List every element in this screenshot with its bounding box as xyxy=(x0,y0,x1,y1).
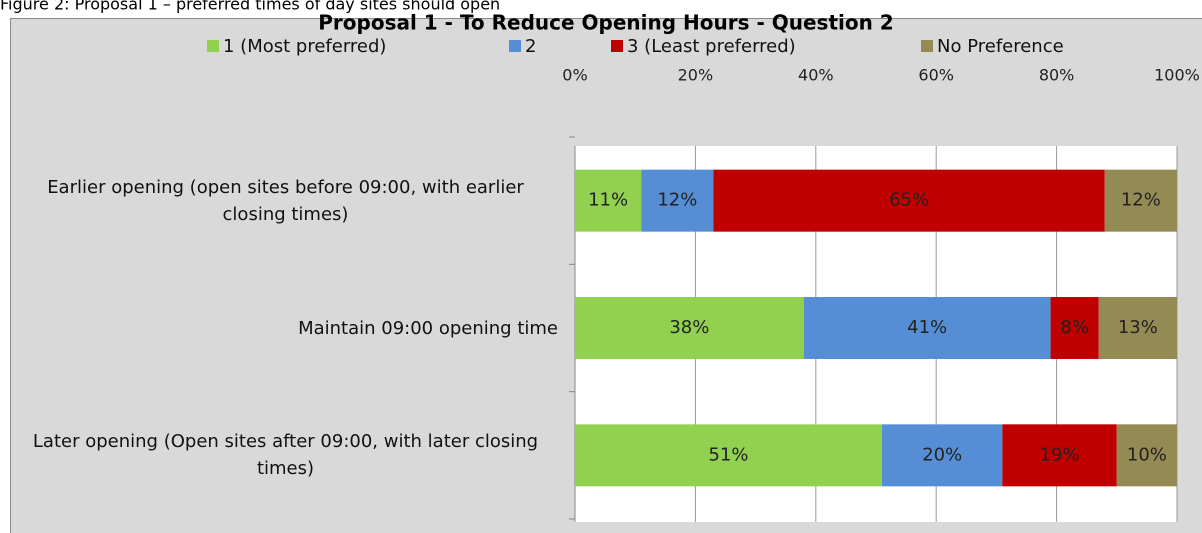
legend-swatch xyxy=(611,40,623,52)
data-label: 65% xyxy=(889,190,929,211)
x-tick-label: 80% xyxy=(1039,66,1075,85)
bar-segment xyxy=(1116,424,1177,487)
legend-label: 3 (Least preferred) xyxy=(627,36,796,57)
data-label: 19% xyxy=(1040,444,1080,465)
category-label: Maintain 09:00 opening time xyxy=(298,317,558,339)
legend-label: 2 xyxy=(525,36,536,57)
bar-segment xyxy=(575,297,804,359)
data-label: 51% xyxy=(709,444,749,465)
data-label: 20% xyxy=(922,444,962,465)
legend-label: 1 (Most preferred) xyxy=(223,36,386,57)
data-label: 38% xyxy=(669,317,709,338)
data-label: 13% xyxy=(1118,317,1158,338)
data-label: 12% xyxy=(1121,190,1161,211)
category-label-box: Later opening (Open sites after 09:00, w… xyxy=(10,415,558,495)
data-label: 41% xyxy=(907,317,947,338)
category-label: Earlier opening (open sites before 09:00… xyxy=(47,176,524,225)
x-tick-label: 100% xyxy=(1154,66,1200,85)
legend-label: No Preference xyxy=(937,36,1064,57)
bar-segment xyxy=(882,424,1003,487)
bar-segment xyxy=(1002,424,1117,487)
x-tick-label: 40% xyxy=(798,66,834,85)
legend-swatch xyxy=(921,40,933,52)
legend-swatch xyxy=(207,40,219,52)
data-label: 11% xyxy=(588,190,628,211)
caption: Figure 2: Proposal 1 – preferred times o… xyxy=(0,0,500,14)
data-label: 12% xyxy=(657,190,697,211)
bar-segment xyxy=(575,424,883,487)
bar-segment xyxy=(803,297,1051,359)
data-label: 8% xyxy=(1060,317,1089,338)
legend-swatch xyxy=(509,40,521,52)
data-label: 10% xyxy=(1127,444,1167,465)
bar-segment xyxy=(575,169,642,232)
bar-segment xyxy=(713,169,1105,232)
category-label-box: Earlier opening (open sites before 09:00… xyxy=(10,161,558,241)
category-label-box: Maintain 09:00 opening time xyxy=(10,288,558,368)
bar-segment xyxy=(1098,297,1177,359)
bar-segment xyxy=(1050,297,1099,359)
category-label: Later opening (Open sites after 09:00, w… xyxy=(32,431,539,480)
bar-segment xyxy=(1104,169,1177,232)
bar-segment xyxy=(641,169,714,232)
x-tick-label: 20% xyxy=(678,66,714,85)
chart-title: Proposal 1 - To Reduce Opening Hours - Q… xyxy=(318,11,893,35)
x-tick-label: 60% xyxy=(918,66,954,85)
x-tick-label: 0% xyxy=(562,66,587,85)
